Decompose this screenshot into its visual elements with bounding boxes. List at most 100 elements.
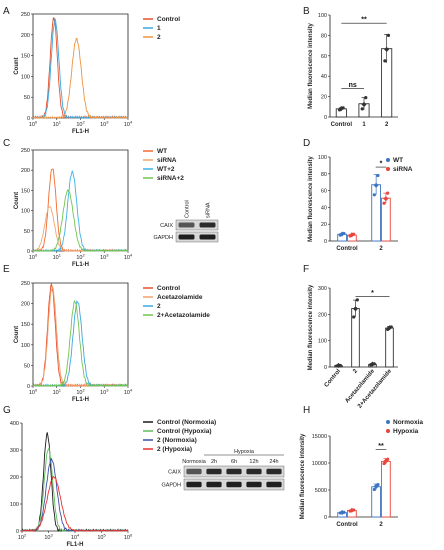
data-point — [352, 508, 356, 512]
y-tick-label: 0 — [27, 384, 30, 390]
legend-label: 2 (Hypoxia) — [157, 446, 192, 453]
blot-band — [178, 222, 195, 228]
blot-row-label: CAIX — [160, 223, 173, 229]
bar-hypoxia — [380, 460, 391, 518]
data-point — [382, 201, 386, 205]
y-tick-label: 150 — [21, 322, 30, 328]
x-tick-label: 104 — [124, 120, 133, 129]
blot-column-label: 2h — [211, 459, 217, 465]
y-tick-label: 60 — [321, 189, 327, 195]
x-tick-label: 106 — [124, 533, 133, 542]
blot-column-label: 6h — [231, 459, 237, 465]
blot-row-label: GAPDH — [161, 483, 181, 489]
blot-band — [266, 468, 282, 475]
data-point — [342, 510, 346, 515]
histogram-series-1 — [21, 447, 129, 532]
histogram-series-3 — [32, 299, 128, 387]
x-axis-label: FL1-H — [67, 542, 84, 548]
y-tick-label: 100 — [318, 155, 327, 161]
y-tick-label: 80 — [321, 33, 327, 39]
blot-band — [178, 234, 195, 240]
blot-column-label: Normoxia — [182, 459, 206, 465]
x-tick-label: 104 — [124, 253, 133, 262]
histogram-series-3 — [21, 476, 128, 532]
y-tick-label: 250 — [21, 12, 30, 18]
legend-label: Control (Normoxia) — [157, 419, 216, 426]
data-point — [386, 33, 391, 38]
x-tick-label: 101 — [53, 388, 62, 397]
y-tick-label: 200 — [21, 33, 30, 39]
y-axis-label: Count — [14, 192, 20, 209]
y-axis-label: Median fluorescence intensity — [308, 284, 314, 370]
x-tick-label: 100 — [29, 120, 38, 129]
data-point — [389, 325, 393, 329]
x-tick-label: 101 — [53, 120, 62, 129]
x-tick-label: 105 — [97, 533, 106, 542]
data-point — [341, 106, 345, 110]
legend-label: siRNA — [393, 166, 413, 173]
x-category-label: 1 — [362, 122, 366, 128]
data-point — [355, 298, 359, 302]
legend-label: 1 — [157, 25, 161, 32]
y-tick-label: 5000 — [315, 488, 327, 494]
significance-marker: ** — [378, 443, 384, 450]
x-category-label: Control — [336, 246, 358, 252]
panel-d-bar-chart: 0 20 40 60 80 100 Median fluorescence intensit… — [308, 155, 413, 252]
x-tick-label: 100 — [29, 388, 38, 397]
y-tick-label: 15000 — [312, 434, 327, 440]
blot-band — [226, 481, 242, 488]
y-tick-label: 50 — [24, 95, 30, 101]
y-tick-label: 40 — [321, 205, 327, 211]
panel-h-bar-chart: 0 5000 10000 15000 Median fluorescence inten… — [300, 419, 423, 528]
legend-swatch — [386, 167, 390, 171]
y-tick-label: 100 — [21, 343, 30, 349]
blot-band — [199, 222, 216, 228]
y-tick-label: 0 — [324, 115, 327, 121]
histogram-series-0 — [32, 17, 129, 119]
y-tick-label: 300 — [10, 448, 19, 454]
blot-band — [226, 468, 242, 475]
blot-band — [246, 468, 262, 475]
data-point — [372, 193, 376, 197]
y-tick-label: 100 — [21, 74, 30, 80]
data-point — [372, 362, 376, 366]
legend-label: 2 — [157, 303, 161, 310]
y-tick-label: 80 — [321, 172, 327, 178]
blot-column-label: Control — [185, 200, 191, 218]
panel-label-a: A — [3, 6, 10, 17]
x-tick-label: 103 — [100, 253, 109, 262]
significance-marker: * — [380, 161, 383, 168]
y-tick-label: 10000 — [312, 461, 327, 467]
significance-marker: ** — [361, 17, 367, 24]
panel-g-histogram: 0 100 200 300 400 102 103 104 105 106 FL1-H Control… — [10, 419, 285, 548]
panel-label-e: E — [3, 264, 10, 275]
histogram-series-2 — [32, 37, 129, 119]
significance-marker: ns — [349, 82, 357, 89]
x-tick-label: 101 — [53, 253, 62, 262]
histogram-series-0 — [32, 168, 129, 253]
y-tick-label: 0 — [27, 116, 30, 122]
data-point — [376, 483, 380, 487]
legend-label: Hypoxia — [393, 428, 419, 435]
x-category-label: Control — [331, 122, 353, 128]
y-tick-label: 100 — [318, 339, 327, 345]
y-axis-label: Count — [14, 326, 20, 343]
x-axis-label: FL1-H — [72, 397, 89, 403]
y-tick-label: 100 — [21, 209, 30, 215]
y-tick-label: 0 — [324, 365, 327, 371]
y-tick-label: 200 — [21, 302, 30, 308]
x-tick-label: 102 — [76, 388, 85, 397]
legend-label: Normoxia — [393, 419, 423, 426]
data-point — [383, 196, 389, 202]
legend-label: Control — [157, 16, 180, 23]
y-tick-label: 150 — [21, 54, 30, 60]
panel-label-h: H — [303, 405, 310, 416]
blot-column-label: siRNA — [206, 202, 212, 218]
data-point — [382, 461, 386, 466]
x-category-label: 2+Acetazolamide — [357, 368, 393, 410]
blot-strip — [175, 231, 219, 243]
data-point — [373, 182, 379, 188]
legend-label: siRNA — [157, 157, 177, 164]
x-category-label: Acetazolamide — [344, 368, 376, 405]
